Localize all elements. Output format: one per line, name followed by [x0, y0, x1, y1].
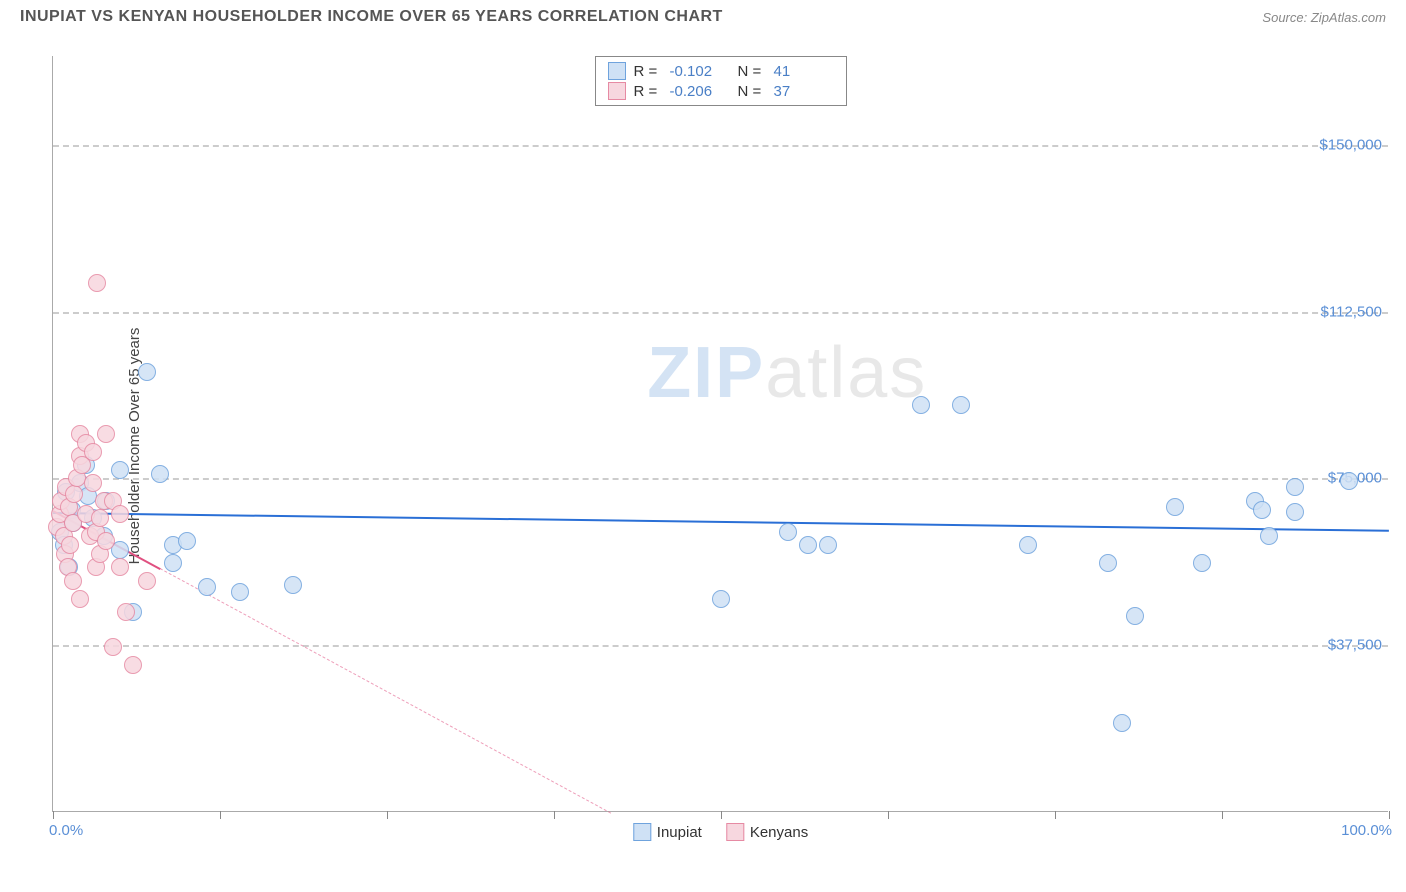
stats-row: R = -0.206 N = 37 [608, 81, 834, 101]
legend-label: Inupiat [657, 824, 702, 841]
legend-swatch [608, 62, 626, 80]
n-value: 41 [774, 63, 834, 80]
data-point [1019, 536, 1037, 554]
x-tick [888, 811, 889, 819]
watermark: ZIPatlas [647, 332, 927, 414]
data-point [779, 523, 797, 541]
data-point [912, 396, 930, 414]
y-tick-label: $37,500 [1328, 637, 1382, 654]
data-point [1286, 503, 1304, 521]
trend-line [53, 512, 1389, 532]
chart-title: INUPIAT VS KENYAN HOUSEHOLDER INCOME OVE… [20, 8, 723, 26]
data-point [91, 509, 109, 527]
x-tick [220, 811, 221, 819]
data-point [84, 474, 102, 492]
gridline [53, 145, 1388, 147]
data-point [284, 576, 302, 594]
r-label: R = [634, 83, 662, 100]
data-point [138, 363, 156, 381]
gridline [53, 312, 1388, 314]
legend-item: Kenyans [726, 823, 808, 841]
x-tick [53, 811, 54, 819]
data-point [71, 590, 89, 608]
n-label: N = [738, 63, 766, 80]
r-label: R = [634, 63, 662, 80]
data-point [1166, 498, 1184, 516]
data-point [111, 558, 129, 576]
data-point [1260, 527, 1278, 545]
data-point [231, 583, 249, 601]
legend-swatch [608, 82, 626, 100]
data-point [64, 572, 82, 590]
x-tick [554, 811, 555, 819]
data-point [97, 425, 115, 443]
chart-header: INUPIAT VS KENYAN HOUSEHOLDER INCOME OVE… [0, 0, 1406, 30]
data-point [124, 656, 142, 674]
x-end-label: 100.0% [1341, 822, 1392, 839]
trend-line [160, 568, 611, 813]
series-legend: Inupiat Kenyans [633, 823, 808, 841]
x-tick [1389, 811, 1390, 819]
data-point [117, 603, 135, 621]
legend-item: Inupiat [633, 823, 702, 841]
x-tick [1222, 811, 1223, 819]
data-point [1253, 501, 1271, 519]
legend-swatch [633, 823, 651, 841]
x-tick [1055, 811, 1056, 819]
legend-swatch [726, 823, 744, 841]
data-point [138, 572, 156, 590]
data-point [61, 536, 79, 554]
data-point [97, 532, 115, 550]
data-point [1193, 554, 1211, 572]
stats-row: R = -0.102 N = 41 [608, 61, 834, 81]
data-point [952, 396, 970, 414]
r-value: -0.102 [670, 63, 730, 80]
y-tick-label: $150,000 [1319, 136, 1382, 153]
data-point [111, 461, 129, 479]
data-point [819, 536, 837, 554]
data-point [198, 578, 216, 596]
data-point [84, 443, 102, 461]
y-tick-label: $112,500 [1321, 303, 1382, 320]
data-point [178, 532, 196, 550]
data-point [799, 536, 817, 554]
data-point [1286, 478, 1304, 496]
gridline [53, 645, 1388, 647]
data-point [104, 638, 122, 656]
data-point [1340, 472, 1358, 490]
legend-label: Kenyans [750, 824, 808, 841]
r-value: -0.206 [670, 83, 730, 100]
data-point [111, 505, 129, 523]
scatter-plot-area: ZIPatlas $37,500$75,000$112,500$150,0000… [52, 56, 1388, 812]
data-point [88, 274, 106, 292]
data-point [1099, 554, 1117, 572]
data-point [65, 485, 83, 503]
gridline [53, 478, 1388, 480]
x-tick [721, 811, 722, 819]
data-point [712, 590, 730, 608]
data-point [1126, 607, 1144, 625]
correlation-stats-box: R = -0.102 N = 41 R = -0.206 N = 37 [595, 56, 847, 106]
x-start-label: 0.0% [49, 822, 83, 839]
data-point [1113, 714, 1131, 732]
source-attribution: Source: ZipAtlas.com [1262, 10, 1386, 25]
n-value: 37 [774, 83, 834, 100]
n-label: N = [738, 83, 766, 100]
x-tick [387, 811, 388, 819]
data-point [151, 465, 169, 483]
data-point [164, 554, 182, 572]
